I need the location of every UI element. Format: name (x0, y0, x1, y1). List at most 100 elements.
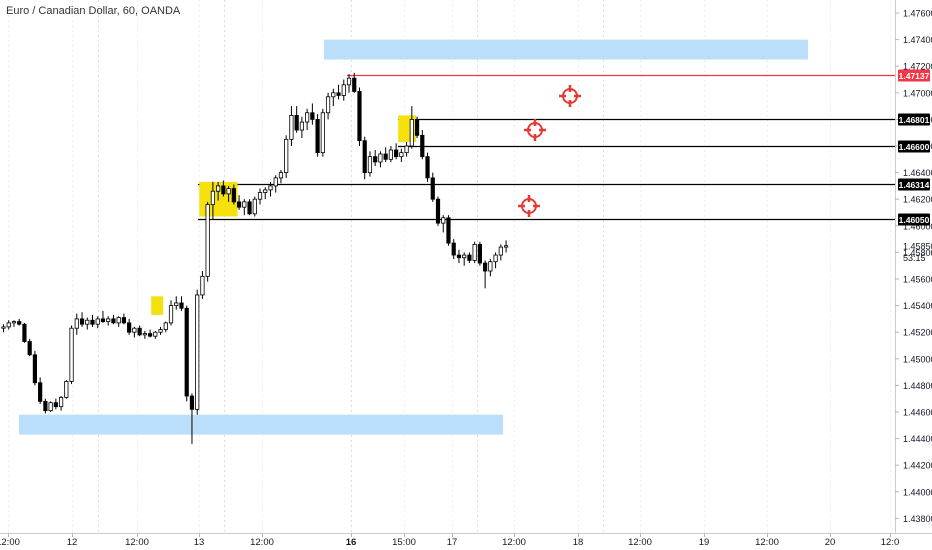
candle-body-up (1, 326, 6, 329)
candle-body-up (200, 275, 205, 296)
time-tick-label: 13 (194, 537, 205, 548)
candle-body-down (22, 323, 27, 342)
time-axis[interactable]: 12:00 12 12:00 13 12:00 16 15:00 17 12:00 18 12:00… (0, 533, 899, 548)
candle-body-down (53, 402, 58, 408)
candle-body-up (462, 254, 467, 259)
candle-body-up (498, 246, 503, 256)
price-tick-label: 1.46400 (903, 168, 932, 178)
candle-body-up (168, 305, 174, 324)
candle-body-up (268, 185, 273, 191)
price-tick-label: 1.47600 (903, 9, 932, 19)
candle-body-up (503, 245, 509, 248)
candle-body-up (299, 121, 304, 131)
candle-body-down (477, 244, 482, 264)
price-axis-labels: 1.47137 1.46801 1.46600 1.46314 1.46050 1.458… (898, 69, 932, 263)
price-tick-label: 1.44200 (903, 461, 932, 471)
price-tick-label: 1.45000 (903, 354, 932, 364)
candle-body-up (174, 302, 179, 307)
price-tick-label: 1.47000 (903, 88, 932, 98)
candle-body-up (64, 381, 69, 398)
price-tick-label: 1.45200 (903, 328, 932, 338)
price-tick-label: 1.46200 (903, 195, 932, 205)
price-axis[interactable]: 1.43800 1.44000 1.44200 1.44400 1.44600 1.448… (895, 9, 932, 524)
candle-body-down (430, 177, 435, 200)
candle-body-down (420, 134, 425, 158)
current-price-label: 1.45850 (903, 241, 932, 251)
candle-body-up (132, 327, 137, 333)
candle-body-down (147, 333, 153, 337)
candle-body-down (189, 395, 195, 410)
candle-body-down (121, 317, 127, 324)
target-markers (518, 85, 581, 217)
candle-body-up (158, 329, 163, 333)
candlestick-series (1, 72, 509, 444)
candle-body-down (394, 149, 399, 158)
time-tick-label: 12:00 (0, 537, 20, 548)
candle-body-up (205, 204, 210, 277)
demand-zone (19, 414, 503, 435)
price-tick-label: 1.47200 (903, 62, 932, 72)
time-tick-label: 18 (573, 537, 584, 548)
target-icon (524, 119, 546, 141)
candle-body-down (179, 302, 184, 309)
time-tick-label: 16 (346, 537, 357, 548)
candle-body-up (263, 189, 268, 193)
candle-body-up (226, 188, 231, 195)
candle-body-down (435, 198, 441, 224)
price-tick-label: 1.46000 (903, 221, 932, 231)
candle-body-up (257, 192, 263, 200)
candle-body-up (441, 217, 446, 224)
candle-body-down (425, 156, 430, 179)
candle-body-up (163, 322, 168, 330)
candle-body-up (85, 319, 90, 325)
candle-body-up (11, 321, 17, 324)
candle-body-up (273, 177, 278, 187)
supply-zone (324, 39, 808, 60)
candle-body-down (451, 242, 456, 256)
candle-body-down (79, 318, 85, 325)
candle-body-up (69, 327, 74, 382)
candle-body-down (27, 341, 32, 356)
candle-body-down (362, 140, 367, 173)
price-tick-label: 1.45600 (903, 275, 932, 285)
countdown-label: 53:15 (903, 253, 926, 263)
chart-grid (8, 0, 891, 533)
candle-body-down (294, 115, 299, 131)
level-label-bg (898, 113, 930, 126)
symbol-title: Euro / Canadian Dollar, 60, OANDA (6, 5, 181, 17)
time-tick-label: 12 (67, 537, 78, 548)
candle-body-down (456, 254, 462, 259)
price-zones (19, 39, 808, 435)
time-tick-label: 12:00 (755, 537, 779, 548)
candle-body-down (357, 91, 362, 142)
candle-body-down (236, 201, 242, 208)
price-tick-label: 1.44600 (903, 408, 932, 418)
candle-body-up (378, 153, 383, 163)
level-label-bg (898, 213, 930, 226)
candle-body-down (221, 185, 226, 195)
level-label-bg (898, 140, 930, 153)
candle-body-down (247, 201, 252, 215)
level-label: 1.46801 (899, 115, 930, 125)
level-label: 1.46600 (899, 142, 930, 152)
candle-body-up (252, 198, 257, 215)
time-tick-label: 15:00 (392, 537, 416, 548)
candle-body-up (493, 254, 498, 263)
candle-body-up (116, 317, 121, 324)
candle-body-up (153, 331, 158, 337)
candle-body-up (409, 119, 414, 147)
candle-body-down (43, 400, 48, 412)
price-tick-label: 1.44800 (903, 381, 932, 391)
candle-body-down (352, 77, 357, 92)
candle-body-down (383, 153, 388, 160)
time-tick-label: 19 (699, 537, 710, 548)
time-tick-label: 12:0 (881, 537, 900, 548)
time-tick-label: 12:00 (125, 537, 149, 548)
candle-body-up (472, 244, 477, 261)
price-tick-label: 1.45800 (903, 248, 932, 258)
candle-body-up (48, 402, 53, 412)
candle-body-up (195, 294, 200, 410)
candle-body-up (210, 190, 215, 205)
candle-body-down (336, 92, 341, 96)
